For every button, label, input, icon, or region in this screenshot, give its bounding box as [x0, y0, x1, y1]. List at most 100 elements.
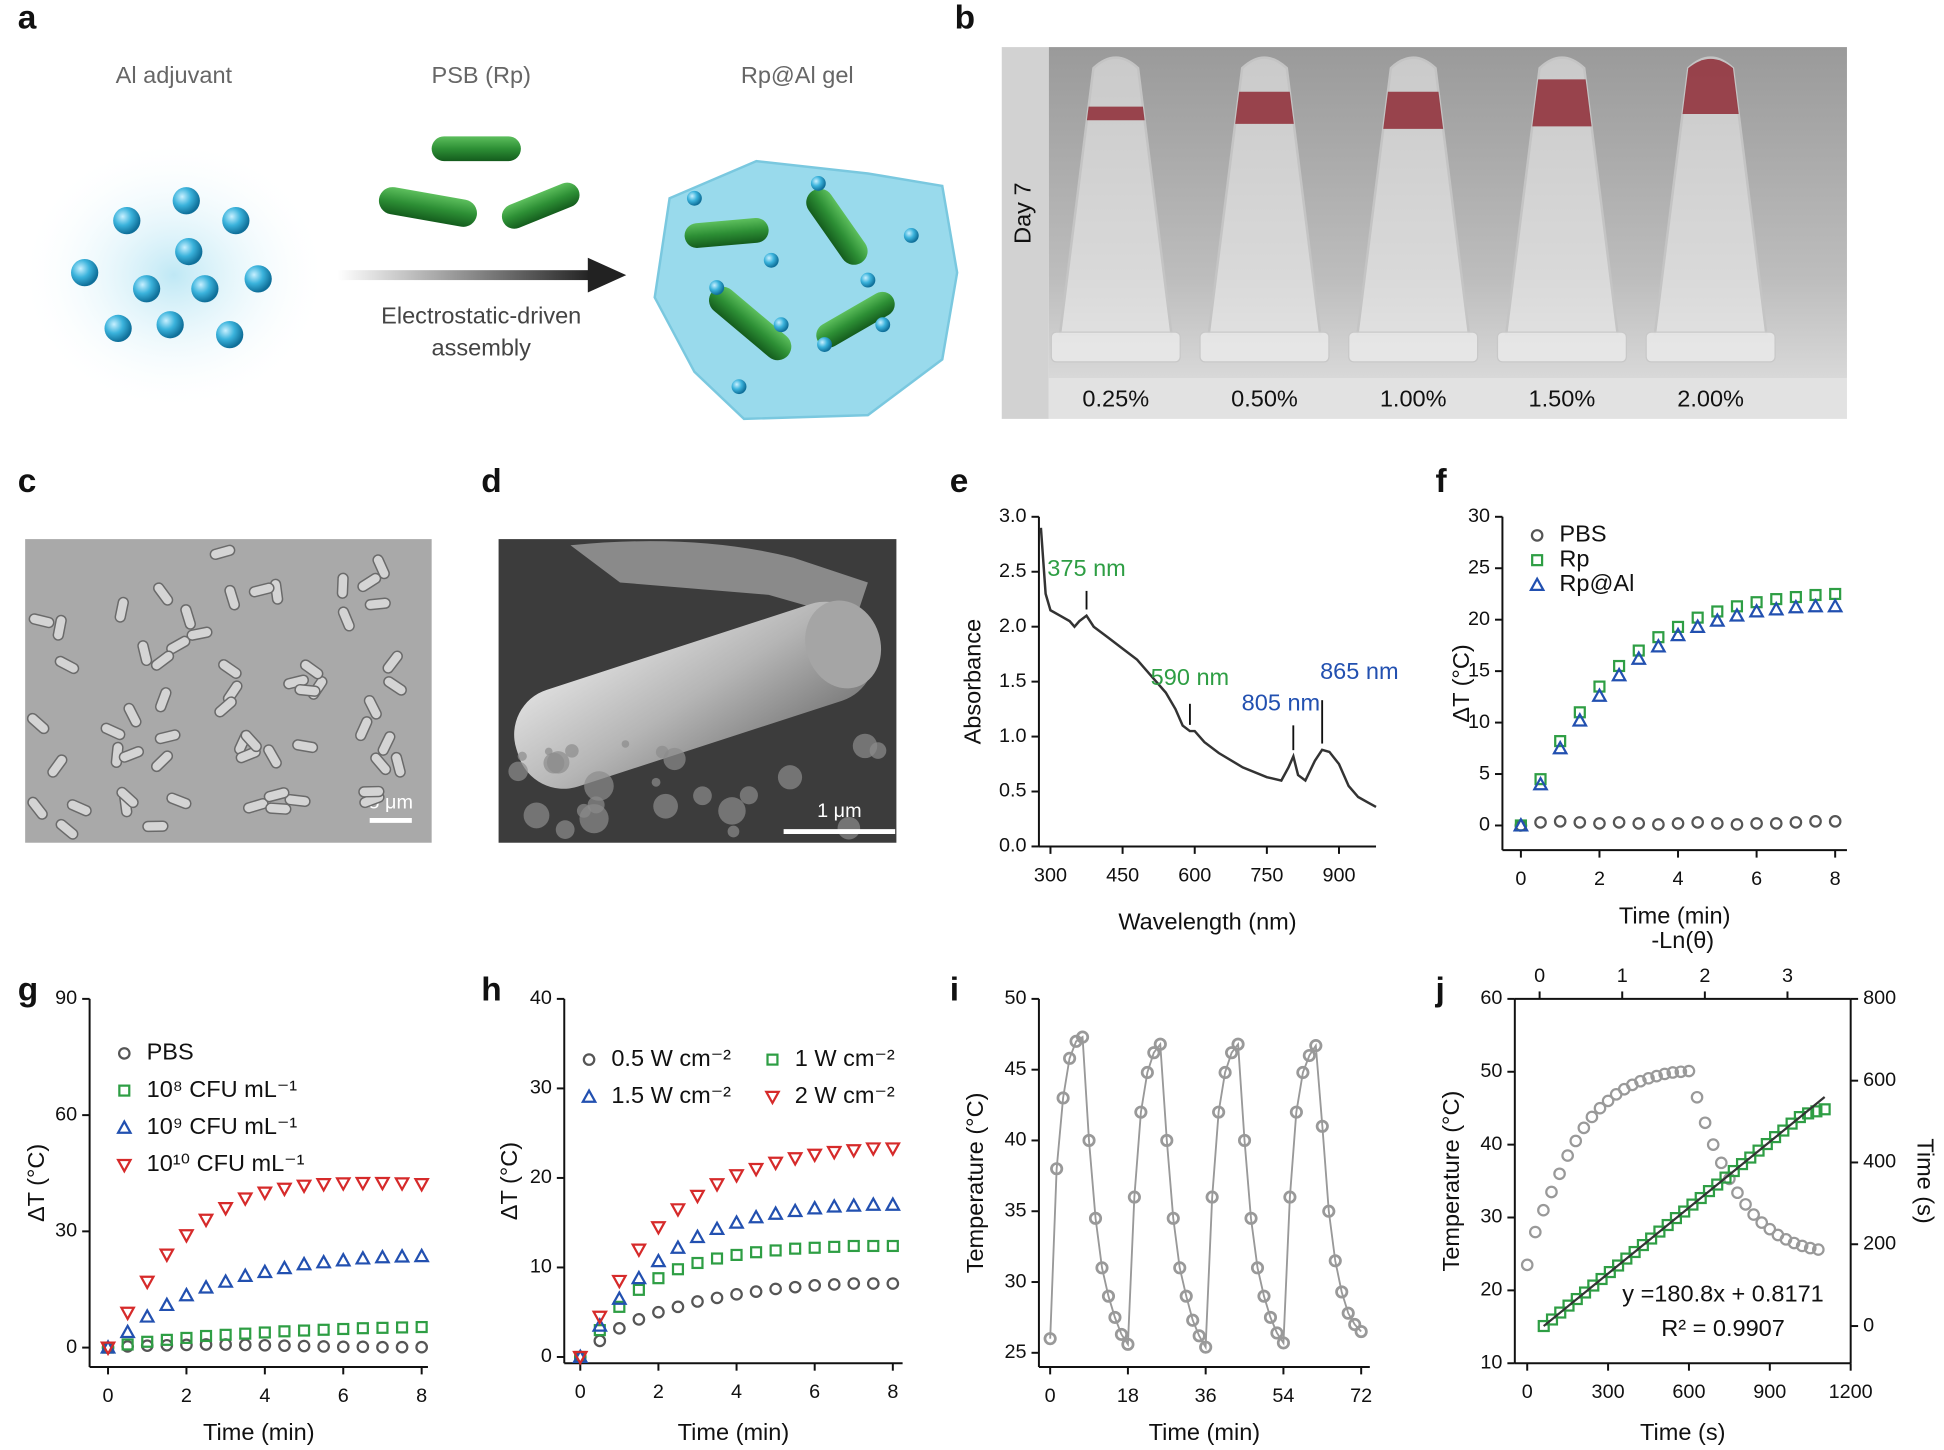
y2-tick-label: 600: [1863, 1069, 1896, 1091]
scheme: Al adjuvant PSB (Rp) Rp@Al gel Electrost…: [18, 62, 959, 421]
point: [1562, 1299, 1575, 1312]
point: [119, 1323, 136, 1339]
panel-letter: h: [481, 971, 501, 1008]
point: [1554, 735, 1567, 748]
point: [276, 1182, 293, 1198]
point: [1750, 817, 1763, 830]
legend-label: 10⁹ CFU mL⁻¹: [147, 1113, 298, 1139]
point: [1620, 1252, 1633, 1265]
tube-cap: [1199, 331, 1330, 363]
y-axis-label: Temperature (°C): [962, 1093, 988, 1274]
y-tick-label: 0.5: [999, 780, 1027, 802]
x-tick-label: 8: [416, 1385, 427, 1407]
arrow-label: assembly: [432, 335, 532, 361]
panel-letter: c: [18, 463, 37, 500]
point: [1302, 1048, 1316, 1063]
point: [827, 1278, 841, 1291]
legend-label: PBS: [147, 1039, 194, 1065]
debris: [718, 797, 746, 825]
cell: [224, 584, 241, 611]
point: [393, 1248, 411, 1263]
cell: [242, 797, 269, 814]
x-tick-label: 6: [809, 1381, 820, 1403]
y2-axis-label: Time (s): [1913, 1138, 1939, 1223]
cell: [55, 818, 79, 840]
point: [1739, 1198, 1752, 1211]
debris: [508, 761, 528, 782]
x2-axis-label: -Ln(θ): [1651, 927, 1714, 953]
point: [413, 1178, 430, 1193]
cell: [214, 696, 237, 718]
point: [1636, 1238, 1649, 1252]
point: [139, 1275, 156, 1291]
point: [199, 1329, 213, 1343]
gel-band: [1086, 106, 1145, 121]
panel-letter: d: [481, 463, 501, 500]
point: [1322, 1204, 1336, 1218]
point: [1755, 1216, 1769, 1229]
y-tick-label: 10: [530, 1256, 552, 1278]
point: [806, 1199, 823, 1215]
point: [1671, 620, 1685, 633]
point: [1760, 1137, 1773, 1151]
scheme-label: Rp@Al gel: [741, 62, 854, 88]
side-strip: [1001, 47, 1049, 419]
debris: [621, 740, 630, 748]
legend-label: Rp@Al: [1559, 570, 1634, 596]
cell: [364, 597, 391, 611]
point: [1537, 1319, 1550, 1333]
y-axis-label: Absorbance: [960, 619, 986, 745]
point: [217, 1273, 234, 1288]
point: [650, 1252, 667, 1268]
point: [197, 1213, 215, 1229]
tube: [1207, 56, 1322, 336]
point: [710, 1252, 724, 1265]
point: [1669, 1212, 1683, 1225]
arrow: [337, 270, 592, 281]
point: [1577, 1121, 1591, 1135]
panel-letter: a: [18, 0, 37, 37]
point: [1653, 1225, 1666, 1238]
cell: [118, 746, 145, 763]
point: [180, 1338, 193, 1352]
point: [1612, 816, 1626, 829]
y-tick-label: 40: [1480, 1133, 1502, 1155]
cell: [357, 572, 382, 593]
concentration-label: 1.00%: [1380, 386, 1447, 412]
x-tick-label: 300: [1592, 1381, 1625, 1403]
y-tick-label: 30: [1480, 1206, 1502, 1228]
point: [160, 1333, 173, 1346]
tube-cap: [1050, 331, 1181, 363]
x-tick-label: 54: [1272, 1385, 1294, 1407]
cell: [28, 613, 55, 629]
y-axis-label: ΔT (°C): [23, 1144, 49, 1222]
point: [395, 1321, 409, 1334]
point: [1114, 1327, 1128, 1341]
point: [1335, 1285, 1349, 1299]
cell: [390, 751, 406, 778]
y-tick-label: 30: [1468, 505, 1490, 527]
y-tick-label: 10: [1480, 1351, 1502, 1373]
concentration-label: 2.00%: [1677, 386, 1744, 412]
x-tick-label: 2: [181, 1385, 192, 1407]
point: [886, 1239, 899, 1253]
point: [1612, 1259, 1625, 1272]
point: [413, 1247, 430, 1263]
point: [1250, 1261, 1265, 1275]
point: [337, 1322, 350, 1336]
point: [865, 1142, 882, 1157]
point: [1666, 1066, 1680, 1079]
x-tick-label: 600: [1178, 864, 1211, 886]
debris: [543, 752, 565, 774]
debris: [517, 751, 527, 761]
y-tick-label: 2.5: [999, 560, 1027, 582]
point: [1088, 1211, 1103, 1225]
point: [689, 1228, 706, 1244]
peak-label: 865 nm: [1320, 658, 1399, 684]
gel-band: [1383, 91, 1444, 129]
point: [1669, 626, 1687, 642]
x2-tick-label: 1: [1617, 965, 1628, 987]
x-tick-label: 8: [887, 1381, 898, 1403]
panel-letter: i: [950, 971, 959, 1008]
legend-marker: [580, 1088, 598, 1103]
